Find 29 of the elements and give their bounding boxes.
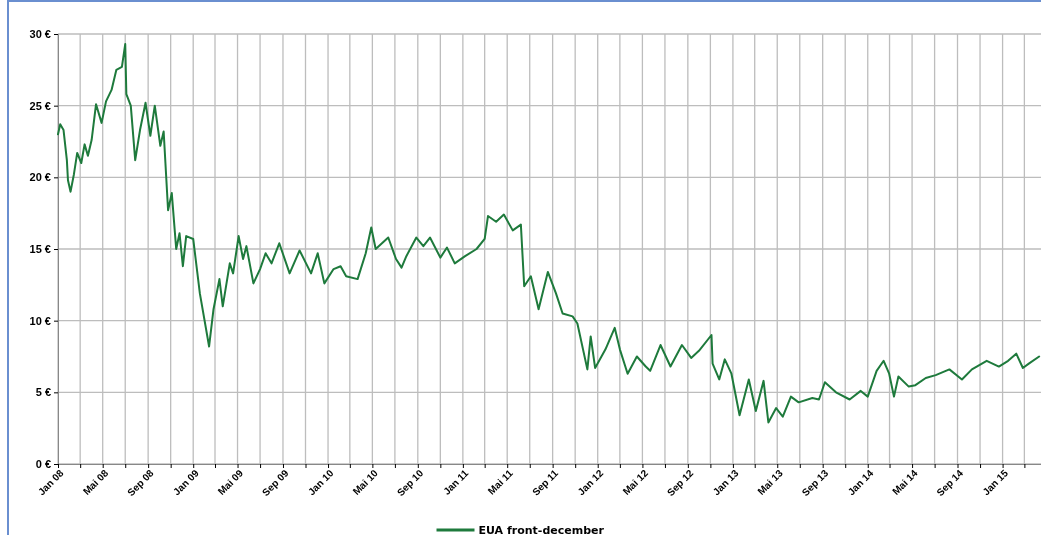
x-tick-label: Sep 12: [664, 467, 696, 499]
y-tick-label: 5 €: [35, 386, 51, 399]
x-tick-label: Sep 14: [934, 467, 966, 499]
x-tick-label: Jan 13: [710, 467, 741, 498]
x-tick-label: Sep 08: [125, 467, 157, 499]
line-series: [57, 43, 1041, 424]
y-tick-label: 25 €: [29, 99, 51, 112]
x-tick-label: Mai 08: [80, 467, 111, 497]
y-tick-label: 15 €: [29, 243, 51, 256]
x-tick-label: Mai 12: [620, 467, 651, 497]
x-tick-label: Jan 11: [441, 467, 471, 497]
x-tick-label: Jan 14: [845, 467, 876, 498]
x-tick-label: Mai 09: [215, 467, 246, 497]
legend-label: EUA front-december: [478, 524, 605, 535]
y-tick-label: 30 €: [29, 28, 51, 41]
x-tick-label: Mai 10: [350, 467, 381, 497]
x-tick-label: Sep 11: [530, 467, 561, 498]
x-tick-label: Jan 12: [575, 467, 606, 498]
x-tick-label: Sep 09: [259, 467, 291, 499]
y-tick-label: 10 €: [29, 314, 51, 327]
x-tick-label: Jan 15: [980, 467, 1011, 498]
x-tick-label: Mai 13: [755, 467, 786, 497]
x-tick-label: Sep 13: [799, 467, 831, 499]
x-tick-label: Mai 14: [890, 467, 920, 497]
x-tick-label: Jan 10: [305, 467, 336, 498]
x-tick-label: Jan 09: [170, 467, 202, 498]
x-tick-label: Sep 10: [394, 467, 426, 499]
x-tick-label: Mai 11: [485, 467, 516, 497]
y-tick-label: 20 €: [29, 171, 51, 184]
